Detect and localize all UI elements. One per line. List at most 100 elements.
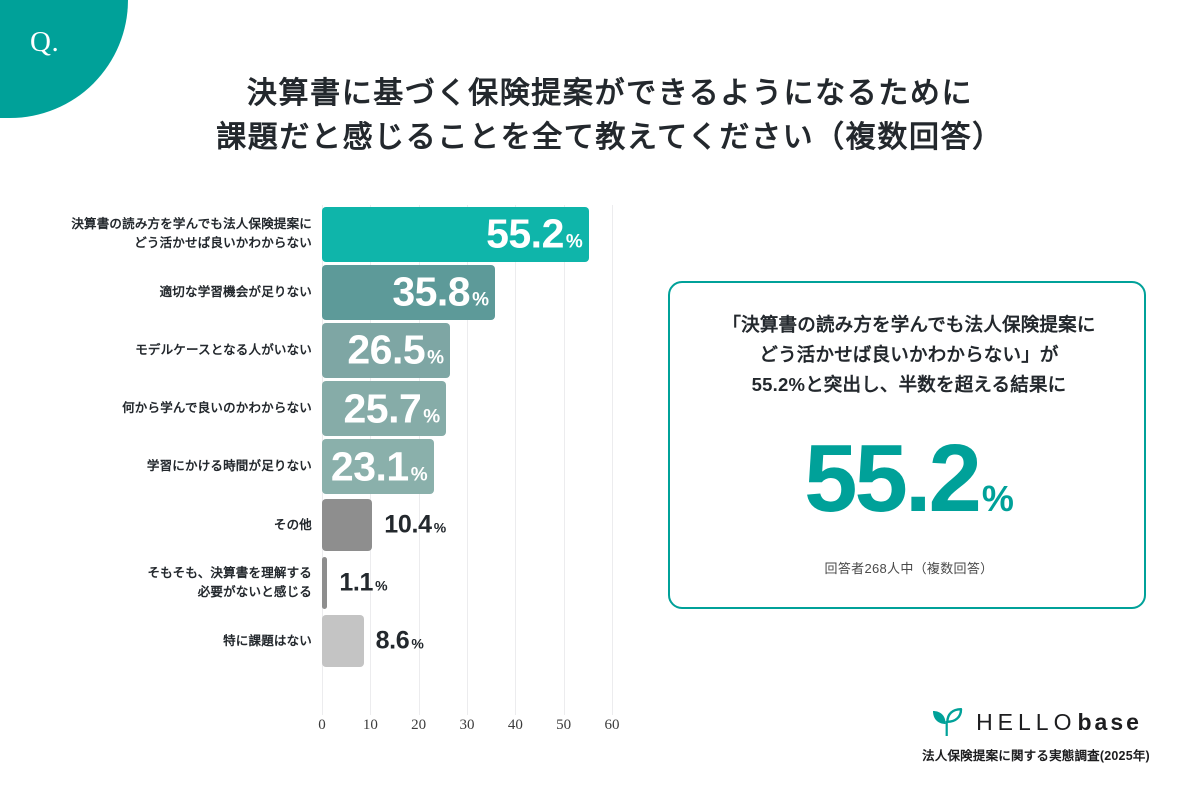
chart-row: 特に課題はない 8.6% (40, 612, 640, 670)
x-axis-tick-50: 50 (556, 717, 572, 733)
bar-value: 55.2% (486, 210, 583, 257)
bar-label: モデルケースとなる人がいない (40, 341, 312, 360)
bar-value: 35.8% (392, 268, 490, 315)
survey-caption: 法人保険提案に関する実態調査(2025年) (922, 749, 1150, 763)
x-axis-tick-30: 30 (459, 717, 475, 733)
bar-value-percent-sign: % (565, 231, 583, 253)
bar-value-percent-sign: % (375, 577, 388, 594)
gridline-30 (467, 205, 468, 715)
chart-row: 適切な学習機会が足りない 35.8% (40, 263, 640, 321)
bar-label-line: 必要がないと感じる (197, 585, 312, 600)
brand-wordmark-base: base (1077, 708, 1142, 735)
chart-row: モデルケースとなる人がいない 26.5% (40, 321, 640, 379)
bar-container: 1.1% (322, 554, 388, 612)
bar (322, 615, 364, 668)
x-axis-tick-40: 40 (507, 717, 523, 733)
gridline-60 (612, 205, 613, 715)
bar: 35.8% (322, 264, 496, 320)
bar-label: 適切な学習機会が足りない (40, 283, 312, 302)
bar-value-number: 35.8 (392, 268, 471, 315)
bar-value-number: 55.2 (486, 210, 564, 257)
chart-row: そもそも、決算書を理解する必要がないと感じる 1.1% (40, 554, 640, 612)
bar-value-number: 10.4 (384, 510, 432, 539)
bar-label: その他 (40, 516, 312, 535)
bar-label-line: そもそも、決算書を理解する (147, 566, 312, 581)
bar-container: 55.2% (322, 205, 589, 263)
callout-line-2: どう活かせば良いかわからない」が (759, 343, 1059, 365)
chart-row: 学習にかける時間が足りない 23.1% (40, 438, 640, 496)
x-axis-tick-0: 0 (318, 717, 326, 733)
bar-value-number: 1.1 (339, 568, 374, 597)
bar-label-line: 特に課題はない (223, 634, 312, 649)
bar-value-percent-sign: % (472, 289, 490, 311)
x-axis-tick-60: 60 (604, 717, 620, 733)
sprout-icon (933, 708, 963, 736)
bar-value-number: 23.1 (330, 443, 409, 490)
bar: 55.2% (322, 206, 589, 262)
x-axis-tick-20: 20 (411, 717, 427, 733)
question-badge: Q. (0, 0, 128, 118)
bar-container: 26.5% (322, 321, 451, 379)
bar-value: 10.4% (384, 510, 447, 539)
bar-value-percent-sign: % (410, 464, 428, 486)
bar-chart: 決算書の読み方を学んでも法人保険提案に どう活かせば良いかわからない 55.2% 適切… (40, 205, 640, 745)
bar-container: 25.7% (322, 380, 447, 438)
x-axis-ticks: 0 10 20 30 40 50 60 (318, 717, 642, 745)
bar-label-line: どう活かせば良いかわからない (134, 236, 312, 250)
x-axis-tick-10: 10 (362, 717, 378, 733)
callout-line-1: 「決算書の読み方を学んでも法人保険提案に (722, 314, 1096, 335)
bar-container: 35.8% (322, 263, 496, 321)
bar: 25.7% (322, 381, 447, 437)
bar-label-line: 適切な学習機会が足りない (159, 284, 312, 299)
bar-value-percent-sign: % (411, 635, 424, 652)
chart-row: その他 10.4% (40, 496, 640, 554)
bar-value: 26.5% (347, 326, 445, 373)
bar-label: 学習にかける時間が足りない (40, 457, 312, 476)
question-badge-label: Q. (30, 26, 60, 58)
callout-note: 回答者268人中（複数回答） (824, 561, 994, 576)
callout-line-3: 55.2%と突出し、半数を超える結果に (751, 373, 1067, 395)
bar-value: 1.1% (339, 568, 388, 597)
bar-container: 23.1% (322, 438, 434, 496)
bar-value-number: 8.6 (375, 626, 410, 655)
chart-row: 何から学んで良いのかわからない 25.7% (40, 380, 640, 438)
bar (322, 557, 328, 610)
highlight-callout-card: 「決算書の読み方を学んでも法人保険提案に どう活かせば良いかわからない」が 55… (668, 281, 1146, 609)
chart-row: 決算書の読み方を学んでも法人保険提案にどう活かせば良いかわからない 55.2% (40, 205, 640, 263)
callout-headline-stat: 55.2 % (670, 431, 1148, 527)
bar-value-percent-sign: % (427, 347, 445, 369)
bar-label-line: モデルケースとなる人がいない (135, 343, 312, 358)
gridline-40 (515, 205, 517, 715)
gridline-50 (563, 205, 565, 715)
bar-value: 8.6% (375, 626, 424, 655)
brand-wordmark-hello: HELLO (976, 708, 1077, 735)
page-title-line-2: 課題だと感じることを全て教えてください（複数回答） (216, 120, 1004, 154)
bar-label: 何から学んで良いのかわからない (40, 399, 312, 418)
bar-label: 特に課題はない (40, 632, 312, 651)
brand-logo-block: HELLO base 法人保険提案に関する実態調査(2025年) (912, 706, 1160, 764)
bar-value-number: 26.5 (347, 326, 426, 373)
bar (322, 499, 373, 551)
brand-wordmark: HELLO base (976, 709, 1142, 736)
bar-label-line: 何から学んで良いのかわからない (122, 401, 312, 416)
bar-label: 決算書の読み方を学んでも法人保険提案にどう活かせば良いかわからない (40, 215, 312, 253)
callout-stat-percent-sign: % (981, 478, 1014, 519)
bar: 26.5% (322, 322, 451, 378)
callout-stat-value: 55.2 (804, 425, 982, 532)
callout-text: 「決算書の読み方を学んでも法人保険提案に どう活かせば良いかわからない」が 55… (690, 310, 1128, 400)
bar-label-line: その他 (273, 517, 312, 532)
bar-value-percent-sign: % (423, 406, 441, 428)
bar-label: そもそも、決算書を理解する必要がないと感じる (40, 564, 312, 602)
bar-value-percent-sign: % (433, 519, 447, 536)
bar-label-line: 決算書の読み方を学んでも法人保険提案に (71, 217, 312, 232)
brand-logo-row: HELLO base (912, 706, 1160, 738)
bar-label-line: 学習にかける時間が足りない (146, 459, 312, 474)
bar: 23.1% (322, 439, 434, 495)
bar-value-number: 25.7 (343, 385, 422, 432)
bar-container: 10.4% (322, 496, 446, 554)
bar-container: 8.6% (322, 612, 424, 670)
bar-value: 23.1% (331, 446, 428, 487)
bar-value: 25.7% (343, 388, 440, 429)
page-title: 決算書に基づく保険提案ができるようになるために 課題だと感じることを全て教えてく… (130, 72, 1090, 159)
